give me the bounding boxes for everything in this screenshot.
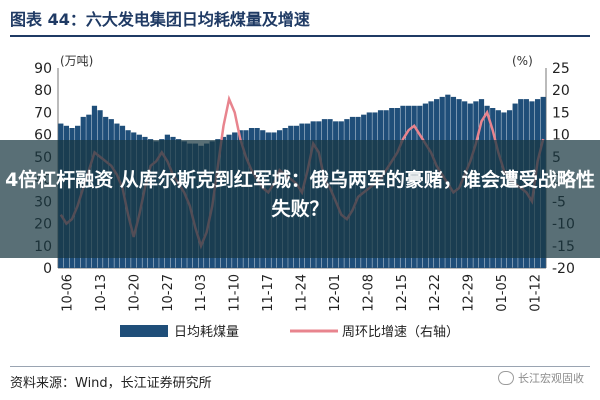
left-tick-label: 60 bbox=[34, 128, 52, 144]
title-rule bbox=[10, 35, 590, 37]
x-tick-label: 12-22 bbox=[428, 274, 443, 312]
source-note: 资料来源：Wind，长江证券研究所 bbox=[10, 376, 212, 391]
x-tick-label: 12-29 bbox=[462, 274, 477, 312]
watermark-text: 长江宏观固收 bbox=[518, 372, 584, 385]
right-tick-label: 15 bbox=[552, 105, 570, 121]
left-tick-label: 80 bbox=[34, 83, 52, 99]
x-tick-label: 12-01 bbox=[328, 274, 343, 312]
x-tick-label: 10-13 bbox=[94, 274, 109, 312]
x-tick-label: 11-10 bbox=[228, 274, 243, 312]
left-tick-label: 0 bbox=[43, 261, 52, 277]
right-tick-label: -20 bbox=[552, 261, 575, 277]
x-tick-label: 11-03 bbox=[194, 274, 209, 312]
x-tick-label: 12-15 bbox=[395, 274, 410, 312]
x-tick-label: 01-12 bbox=[529, 274, 544, 312]
watermark: 长江宏观固收 bbox=[498, 370, 584, 386]
x-tick-label: 10-27 bbox=[161, 274, 176, 312]
x-tick-label: 12-08 bbox=[361, 274, 376, 312]
legend-label-line: 周环比增速（右轴） bbox=[342, 325, 459, 340]
x-tick-label: 10-06 bbox=[61, 274, 76, 312]
left-tick-label: 90 bbox=[34, 61, 52, 77]
footer-rule bbox=[10, 366, 590, 367]
overlay-banner bbox=[0, 140, 600, 258]
figure-title: 图表 44：六大发电集团日均耗煤量及增速 bbox=[10, 10, 310, 29]
x-tick-label: 01-05 bbox=[495, 274, 510, 312]
x-tick-label: 11-24 bbox=[295, 274, 310, 312]
wechat-icon bbox=[498, 371, 514, 385]
legend: 日均耗煤量 周环比增速（右轴） bbox=[120, 325, 459, 340]
right-tick-label: 20 bbox=[552, 83, 570, 99]
left-tick-label: 70 bbox=[34, 105, 52, 121]
legend-swatch-bar bbox=[120, 325, 168, 337]
right-axis-unit: (%) bbox=[512, 54, 533, 68]
right-tick-label: 25 bbox=[552, 61, 570, 77]
x-tick-label: 11-17 bbox=[261, 274, 276, 312]
x-tick-label: 10-20 bbox=[127, 274, 142, 312]
right-tick-label: 10 bbox=[552, 128, 570, 144]
overlay-headline: 4倍杠杆融资 从库尔斯克到红军城：俄乌两军的豪赌，谁会遭受战略性失败？ bbox=[5, 169, 595, 220]
legend-label-bar: 日均耗煤量 bbox=[174, 325, 239, 340]
left-axis-unit: (万吨) bbox=[60, 54, 93, 68]
